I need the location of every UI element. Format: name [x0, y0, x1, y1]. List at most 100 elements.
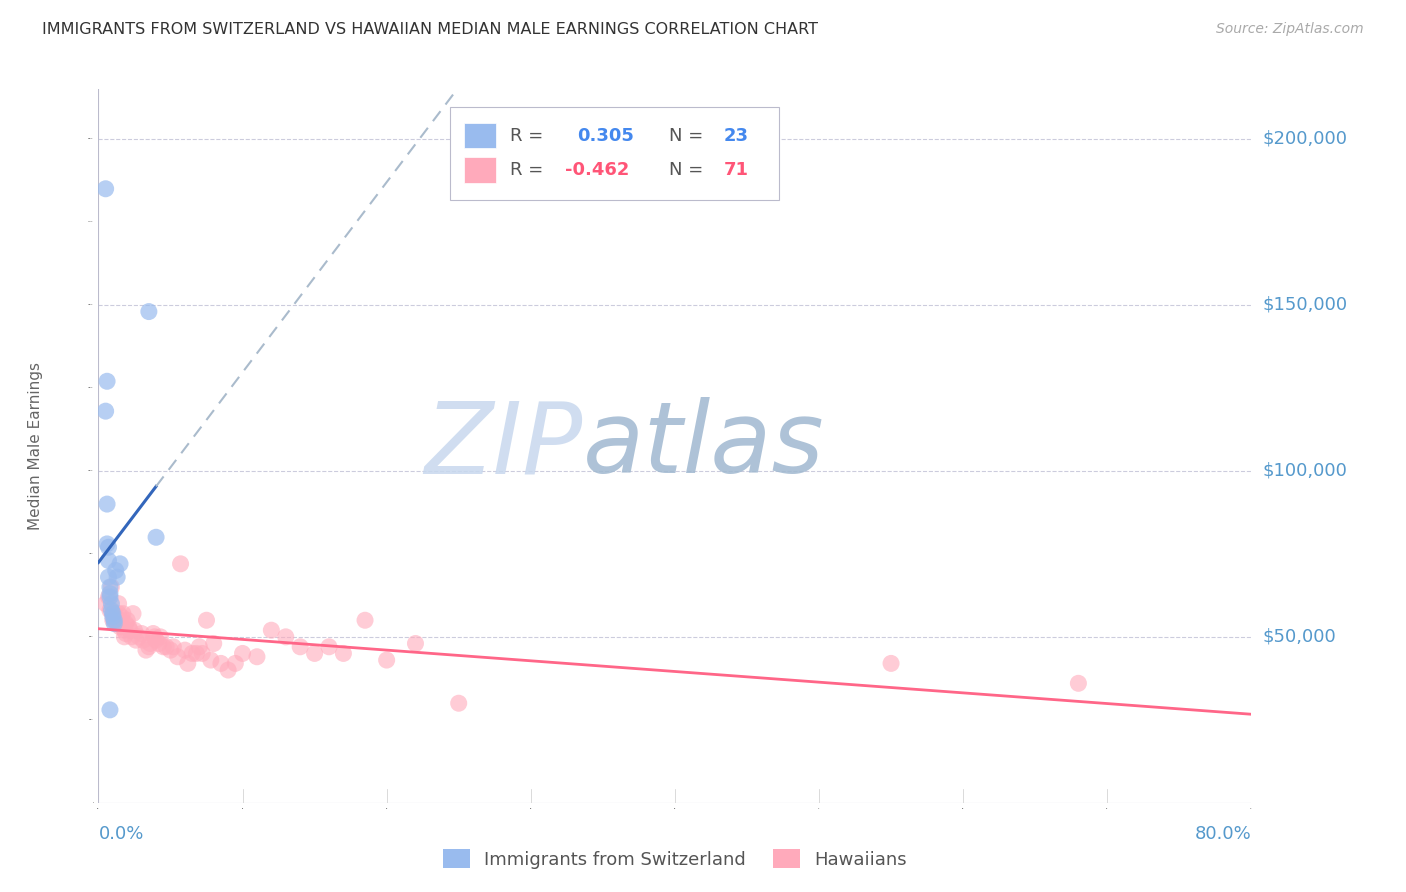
Point — [332, 647, 354, 661]
Bar — [464, 123, 496, 148]
Point — [139, 636, 162, 650]
Point — [149, 630, 172, 644]
Point — [97, 553, 120, 567]
Point — [195, 613, 218, 627]
Point — [108, 613, 131, 627]
Point — [177, 657, 200, 671]
Text: 0.0%: 0.0% — [98, 825, 143, 843]
Point — [112, 624, 135, 638]
Point — [98, 703, 121, 717]
Point — [104, 564, 127, 578]
Point — [100, 603, 122, 617]
Text: Source: ZipAtlas.com: Source: ZipAtlas.com — [1216, 22, 1364, 37]
Point — [375, 653, 398, 667]
Point — [98, 590, 121, 604]
Point — [145, 530, 167, 544]
Point — [122, 607, 145, 621]
Point — [96, 374, 118, 388]
Point — [107, 597, 129, 611]
Point — [148, 636, 170, 650]
Point — [111, 607, 134, 621]
Point — [200, 653, 222, 667]
Text: $100,000: $100,000 — [1263, 462, 1347, 480]
Text: 0.305: 0.305 — [576, 127, 634, 145]
Point — [101, 610, 124, 624]
Point — [114, 616, 136, 631]
Point — [135, 643, 157, 657]
Point — [104, 610, 127, 624]
Point — [143, 630, 166, 644]
Point — [94, 182, 117, 196]
Point — [97, 590, 120, 604]
Point — [138, 640, 160, 654]
Text: $150,000: $150,000 — [1263, 296, 1348, 314]
Point — [103, 616, 125, 631]
Text: Median Male Earnings: Median Male Earnings — [28, 362, 42, 530]
Point — [103, 607, 125, 621]
Point — [304, 647, 326, 661]
Point — [169, 557, 191, 571]
Point — [131, 626, 153, 640]
Point — [1067, 676, 1090, 690]
Point — [202, 636, 225, 650]
Point — [103, 613, 125, 627]
Point — [94, 597, 117, 611]
Point — [145, 633, 167, 648]
Point — [152, 640, 174, 654]
Point — [111, 620, 134, 634]
Point — [191, 647, 214, 661]
Point — [98, 587, 121, 601]
Bar — [464, 157, 496, 183]
Point — [162, 640, 184, 654]
Point — [121, 630, 143, 644]
Point — [114, 626, 136, 640]
Point — [155, 640, 177, 654]
Point — [97, 540, 120, 554]
Point — [103, 613, 125, 627]
Point — [231, 647, 254, 661]
Point — [138, 304, 160, 318]
Point — [246, 649, 269, 664]
Text: R =: R = — [510, 127, 555, 145]
Point — [107, 607, 129, 621]
Text: $200,000: $200,000 — [1263, 130, 1347, 148]
Point — [100, 580, 122, 594]
Point — [447, 696, 470, 710]
Point — [96, 537, 118, 551]
Text: ZIP: ZIP — [425, 398, 582, 494]
Point — [125, 633, 148, 648]
Point — [217, 663, 239, 677]
FancyBboxPatch shape — [450, 107, 779, 200]
Point — [405, 636, 427, 650]
Point — [110, 610, 132, 624]
Point — [188, 640, 211, 654]
Point — [98, 580, 121, 594]
Point — [354, 613, 377, 627]
Point — [186, 647, 208, 661]
Point — [100, 597, 122, 611]
Point — [260, 624, 283, 638]
Point — [274, 630, 297, 644]
Text: 80.0%: 80.0% — [1195, 825, 1251, 843]
Text: N =: N = — [669, 127, 709, 145]
Point — [181, 647, 204, 661]
Point — [101, 613, 124, 627]
Point — [97, 570, 120, 584]
Point — [101, 607, 124, 621]
Point — [174, 643, 197, 657]
Point — [128, 630, 150, 644]
Text: atlas: atlas — [582, 398, 824, 494]
Point — [101, 607, 124, 621]
Text: IMMIGRANTS FROM SWITZERLAND VS HAWAIIAN MEDIAN MALE EARNINGS CORRELATION CHART: IMMIGRANTS FROM SWITZERLAND VS HAWAIIAN … — [42, 22, 818, 37]
Point — [94, 404, 117, 418]
Point — [142, 626, 165, 640]
Point — [118, 620, 141, 634]
Text: 23: 23 — [723, 127, 748, 145]
Text: $50,000: $50,000 — [1263, 628, 1336, 646]
Point — [159, 643, 181, 657]
Point — [98, 603, 121, 617]
Point — [112, 630, 135, 644]
Point — [108, 620, 131, 634]
Point — [132, 633, 155, 648]
Point — [117, 613, 138, 627]
